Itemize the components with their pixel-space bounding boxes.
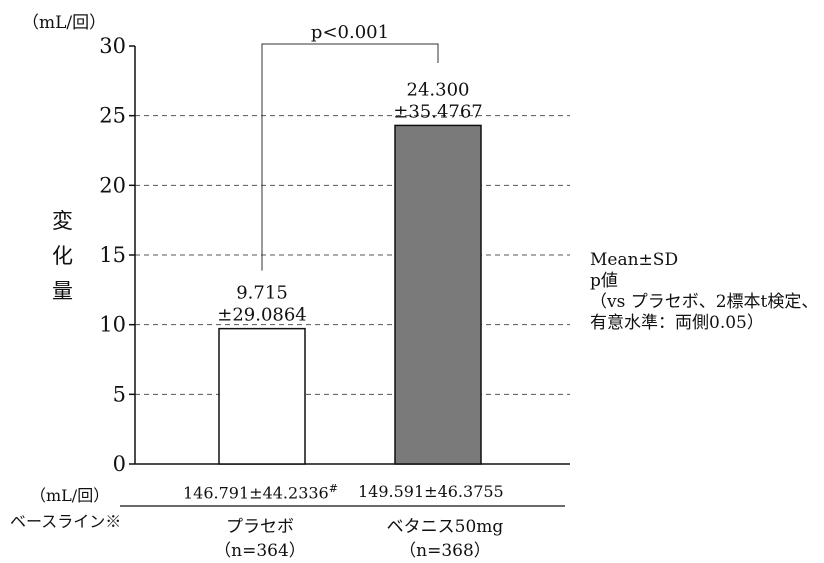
bars (218, 124, 482, 465)
category-label-placebo: プラセボ （n=364） (200, 515, 320, 563)
y-tick-label-25: 25 (99, 104, 126, 128)
note-line-1: Mean±SD (590, 250, 679, 270)
baseline-unit: （mL/回） (30, 486, 110, 505)
category-n-betanis: （n=368） (399, 541, 491, 561)
baseline-value-placebo-text: 146.791±44.2336 (183, 483, 329, 503)
sd-label-placebo: ±29.0864 (217, 305, 307, 326)
y-tick-label-0: 0 (113, 452, 126, 476)
y-axis-label-3: 量 (52, 279, 73, 303)
y-tick-label-15: 15 (99, 243, 126, 267)
baseline-value-placebo: 146.791±44.2336# (183, 482, 338, 502)
category-name-betanis: ベタニス50mg (386, 517, 504, 537)
significance-bracket-line (261, 43, 439, 271)
statistics-note: Mean±SD p値 （vs プラセボ、2標本t検定、 有意水準：両側0.05） (590, 250, 818, 334)
note-line-3: （vs プラセボ、2標本t検定、 (590, 292, 819, 312)
y-axis: 0 5 10 15 20 25 30 (99, 34, 570, 507)
y-tick-label-30: 30 (99, 34, 126, 58)
bar-betanis (394, 124, 482, 465)
note-line-4: 有意水準：両側0.05） (590, 313, 764, 333)
sd-label-betanis: ±35.4767 (393, 101, 483, 122)
baseline-mark: # (328, 482, 338, 495)
y-unit-label: （mL/回） (22, 13, 107, 33)
y-axis-label-2: 化 (52, 244, 73, 268)
y-axis-label-1: 変 (52, 209, 73, 233)
baseline-title: ベースライン※ (10, 512, 122, 531)
significance-label: p<0.001 (311, 22, 389, 43)
value-label-betanis: 24.300 (407, 79, 470, 100)
significance-bracket: p<0.001 (261, 22, 439, 271)
category-name-placebo: プラセボ (226, 517, 294, 537)
gridlines (135, 115, 570, 395)
category-label-betanis: ベタニス50mg （n=368） (365, 515, 525, 563)
y-tick-label-5: 5 (113, 382, 126, 406)
category-n-placebo: （n=364） (214, 541, 306, 561)
bar-placebo (218, 327, 306, 465)
note-line-2: p値 (590, 271, 618, 291)
y-tick-label-20: 20 (99, 173, 126, 197)
y-tick-label-10: 10 (99, 313, 126, 337)
baseline-value-betanis: 149.591±46.3755 (358, 482, 504, 501)
value-label-placebo: 9.715 (236, 283, 288, 304)
